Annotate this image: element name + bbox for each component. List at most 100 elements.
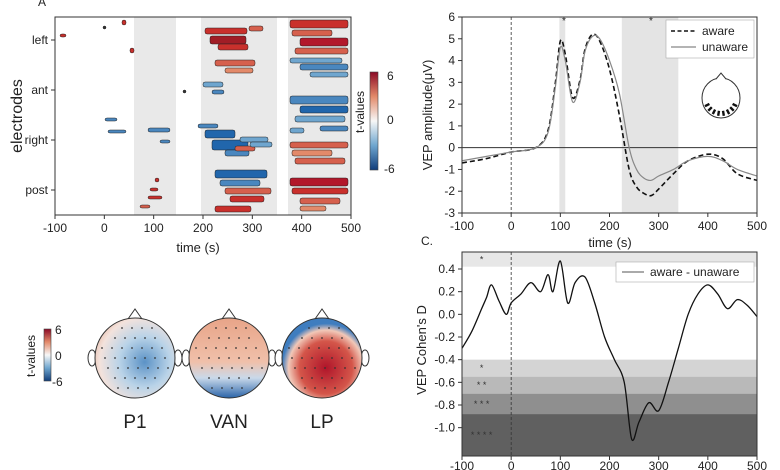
panel-c-y-tick-label: -0.4: [434, 353, 455, 367]
panel-b-y-tick-label: 4: [448, 54, 455, 68]
topomap-electrode: [215, 347, 217, 349]
panel-b-x-tick-label: 500: [747, 219, 767, 233]
panel-c-band: [462, 359, 757, 377]
topomap-electrode: [321, 377, 323, 379]
topomap-electrode: [211, 367, 213, 369]
topomap-electrode: [288, 347, 290, 349]
topomap-lp: [274, 308, 370, 399]
cluster-blob: [294, 115, 346, 123]
topomap-electrode: [131, 347, 133, 349]
panel-a-letter: A: [38, 0, 46, 9]
panel-a-y-tick-label: ant: [31, 83, 48, 97]
panel-a-colorbar-tick-min: -6: [384, 162, 395, 176]
topomap-electrode: [314, 387, 316, 389]
cluster-blob: [214, 169, 268, 179]
topomap-electrode: [308, 347, 310, 349]
topomap-electrode: [341, 377, 343, 379]
topomap-electrode: [121, 347, 123, 349]
panel-c-x-tick-label: 500: [747, 459, 767, 470]
topomap-colorbar-tick-mid: 0: [55, 349, 62, 363]
topomap-electrode: [228, 357, 230, 359]
cluster-blob: [239, 136, 269, 143]
cluster-blob: [234, 145, 256, 152]
cluster-blob: [209, 35, 247, 45]
topomap-electrode: [107, 367, 109, 369]
topomap-electrode: [235, 327, 237, 329]
topomap-colorbar-label: t-values: [24, 335, 38, 377]
topomap-electrode: [205, 347, 207, 349]
panel-c-band: [462, 393, 757, 415]
topomap-electrode: [208, 377, 210, 379]
cluster-blob: [211, 89, 225, 95]
cluster-blob: [147, 195, 163, 200]
topomap-electrode: [154, 337, 156, 339]
cluster-blob: [129, 47, 135, 54]
cluster-blob: [299, 105, 349, 114]
topomap-electrode: [198, 357, 200, 359]
topomap-nose: [314, 308, 330, 320]
topomap-electrode: [147, 367, 149, 369]
topomap-electrode: [127, 387, 129, 389]
topomaps: 6 0 -6 t-values P1 VAN LP: [24, 308, 370, 433]
topomap-electrode: [218, 357, 220, 359]
panel-a-x-tick-label: 100: [144, 221, 164, 235]
topomap-electrode: [245, 347, 247, 349]
topomap-electrode: [131, 327, 133, 329]
cluster-blob: [229, 195, 265, 203]
topomap-electrode: [294, 367, 296, 369]
panel-a-y-ticks: left ant right post: [25, 33, 55, 197]
topomap-electrode: [298, 347, 300, 349]
panel-a-y-tick-label: right: [25, 133, 49, 147]
topomap-electrode: [238, 337, 240, 339]
panel-b-legend-aware: aware: [702, 24, 735, 38]
topomap-electrode: [318, 347, 320, 349]
topomap-electrode: [147, 387, 149, 389]
topomap-electrode: [121, 327, 123, 329]
panel-b-legend: aware unaware: [665, 19, 755, 59]
panel-c-band-label: *: [480, 363, 484, 373]
topomap-colorbar-tick-max: 6: [55, 323, 62, 337]
panel-b-windows: [559, 17, 679, 213]
panel-c-letter: C.: [421, 234, 433, 248]
cluster-blob: [291, 29, 333, 37]
panel-b-y-tick-label: 3: [448, 75, 455, 89]
panel-c-y-tick-label: -0.2: [434, 330, 455, 344]
topomap-electrode: [311, 337, 313, 339]
panel-b-x-tick-label: 100: [550, 219, 570, 233]
panel-c-y-tick-label: 0.4: [438, 262, 455, 276]
topomap-electrode: [161, 347, 163, 349]
topomap-electrode: [215, 327, 217, 329]
panel-a-window-p1: [134, 17, 176, 215]
panel-c-band-label: * * * *: [471, 430, 493, 440]
cluster-blob: [204, 129, 236, 139]
cluster-blob: [291, 187, 349, 195]
topomap-nose: [221, 308, 237, 320]
panel-c-y-tick-label: -1.0: [434, 421, 455, 435]
cluster-blob: [299, 37, 349, 47]
panel-b-x-tick-label: 300: [649, 219, 669, 233]
cluster-blob: [249, 141, 273, 148]
panel-b: -100 0 100 200 300 400 500 6 5 4 3 2 1 0 -1 -2 -3 time …: [420, 10, 767, 250]
topomap-electrode: [134, 357, 136, 359]
panel-b-marker-2: *: [649, 16, 653, 27]
topomap-electrode: [218, 377, 220, 379]
panel-a-clusters: [59, 17, 349, 213]
topomap-electrode: [261, 367, 263, 369]
cluster-blob: [289, 95, 349, 105]
panel-b-x-tick-label: -100: [450, 219, 474, 233]
cluster-blob: [224, 67, 254, 74]
topomap-electrode: [231, 367, 233, 369]
topomap-electrode: [208, 337, 210, 339]
topomap-electrode: [117, 367, 119, 369]
panel-a-ylabel: electrodes: [9, 79, 26, 153]
topomap-electrode: [104, 357, 106, 359]
topomap-electrode: [304, 387, 306, 389]
panel-b-gridlines: [462, 17, 757, 213]
panel-c-x-tick-label: -100: [450, 459, 474, 470]
topomap-electrode: [235, 347, 237, 349]
panel-c-ylabel: VEP Cohen's D: [414, 305, 429, 395]
cluster-blob: [294, 47, 349, 55]
topomap-electrode: [144, 337, 146, 339]
panel-a-x-tick-label: 500: [341, 221, 361, 235]
panel-c-band-label: * * *: [474, 399, 490, 409]
